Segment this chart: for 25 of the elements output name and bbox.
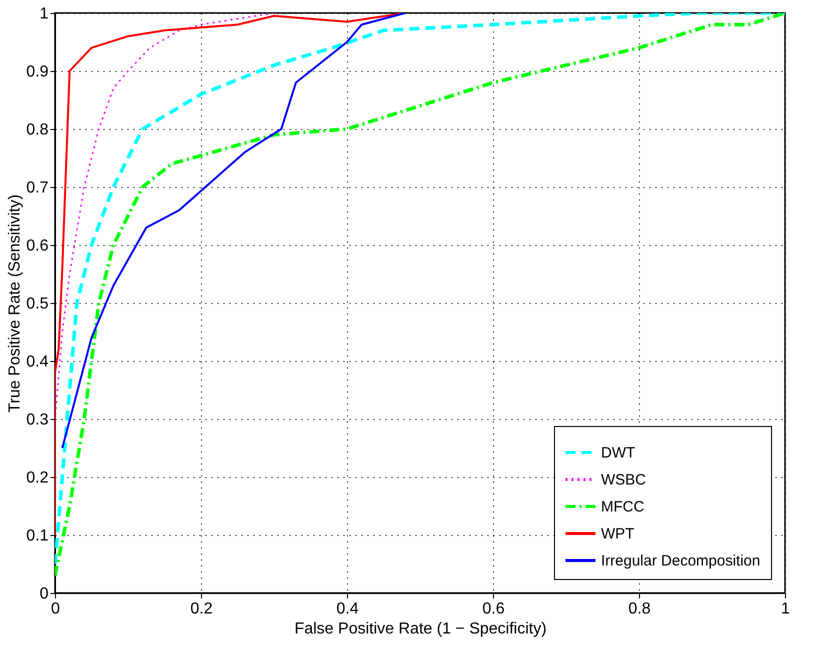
- y-tick-label: 0.3: [26, 412, 49, 428]
- x-axis-title: False Positive Rate (1 − Specificity): [294, 620, 547, 638]
- y-tick-label: 0: [40, 586, 49, 602]
- y-tick-label: 0.9: [26, 64, 49, 80]
- x-tick-label: 0: [51, 600, 60, 618]
- legend-label: MFCC: [601, 498, 644, 516]
- y-tick-label: 0.2: [26, 470, 49, 486]
- x-tick-label: 1: [781, 600, 790, 618]
- x-tick-label: 0.6: [482, 600, 505, 618]
- y-tick-label: 1: [40, 6, 49, 22]
- x-tick-label: 0.4: [336, 600, 359, 618]
- y-tick-label: 0.7: [26, 180, 49, 196]
- y-tick-label: 0.1: [26, 528, 49, 544]
- y-tick-label: 0.6: [26, 238, 49, 254]
- x-tick-label: 0.8: [628, 600, 651, 618]
- y-tick-label: 0.8: [26, 122, 49, 138]
- legend-label: Irregular Decomposition: [601, 552, 760, 570]
- y-axis-title: True Positive Rate (Sensitivity): [6, 194, 24, 413]
- x-tick-label: 0.2: [190, 600, 213, 618]
- legend-label: WPT: [601, 526, 634, 542]
- y-tick-label: 0.4: [26, 354, 49, 370]
- legend-label: DWT: [601, 444, 636, 462]
- line-series: [61, 13, 406, 449]
- y-tick-label: 0.5: [26, 296, 49, 312]
- legend-label: WSBC: [601, 472, 646, 488]
